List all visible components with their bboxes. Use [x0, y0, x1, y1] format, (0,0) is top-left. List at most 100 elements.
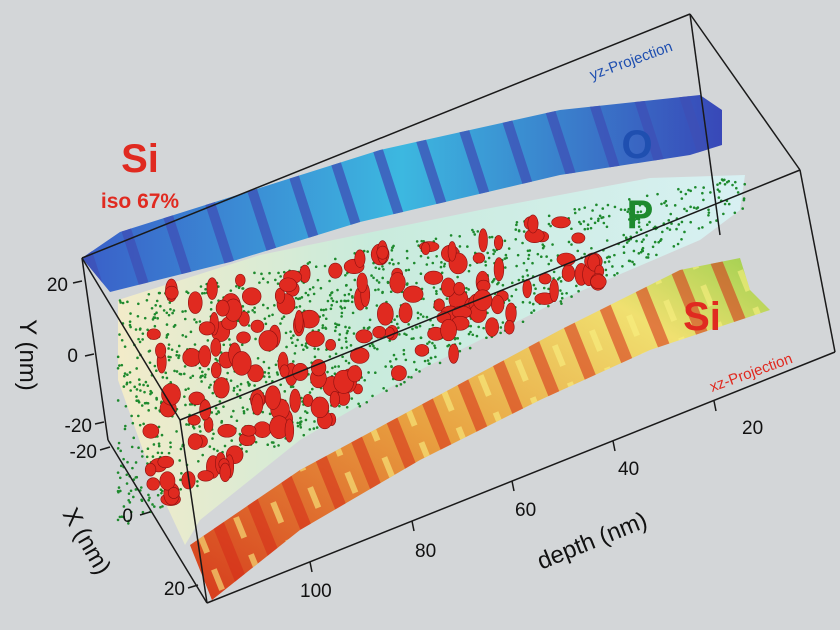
phosphorus-atom: [582, 220, 586, 223]
phosphorus-atom: [492, 252, 495, 256]
phosphorus-atom: [496, 282, 499, 286]
phosphorus-atom: [184, 309, 187, 313]
phosphorus-atom: [419, 313, 423, 316]
phosphorus-atom: [300, 343, 304, 347]
phosphorus-atom: [129, 389, 132, 392]
phosphorus-atom: [331, 299, 335, 303]
phosphorus-atom: [296, 424, 300, 428]
phosphorus-atom: [743, 182, 747, 186]
phosphorus-atom: [117, 441, 121, 445]
phosphorus-atom: [632, 263, 636, 266]
phosphorus-atom: [146, 328, 149, 332]
phosphorus-atom: [405, 256, 409, 260]
phosphorus-atom: [201, 453, 205, 457]
phosphorus-atom: [169, 445, 172, 449]
phosphorus-atom: [175, 353, 178, 357]
phosphorus-atom: [192, 426, 196, 430]
phosphorus-atom: [183, 395, 186, 398]
phosphorus-atom: [344, 359, 348, 363]
phosphorus-atom: [246, 380, 250, 384]
phosphorus-atom: [300, 396, 303, 400]
silicon-nanocrystal: [274, 287, 286, 304]
silicon-nanocrystal: [265, 385, 281, 410]
phosphorus-atom: [196, 484, 199, 488]
phosphorus-atom: [185, 423, 188, 426]
phosphorus-atom: [285, 345, 288, 349]
phosphorus-atom: [547, 222, 551, 226]
phosphorus-atom: [439, 265, 443, 269]
phosphorus-atom: [522, 230, 526, 233]
phosphorus-atom: [238, 388, 242, 392]
phosphorus-atom: [116, 518, 120, 522]
phosphorus-atom: [232, 409, 235, 413]
phosphorus-atom: [381, 291, 384, 295]
phosphorus-atom: [637, 252, 641, 255]
phosphorus-atom: [306, 293, 310, 297]
phosphorus-atom: [606, 203, 610, 207]
phosphorus-atom: [157, 425, 161, 429]
phosphorus-atom: [410, 376, 413, 379]
phosphorus-atom: [541, 243, 545, 246]
phosphorus-atom: [201, 370, 204, 374]
phosphorus-atom: [631, 260, 634, 264]
phosphorus-atom: [239, 396, 242, 400]
phosphorus-atom: [132, 495, 135, 499]
phosphorus-atom: [421, 315, 425, 318]
phosphorus-atom: [393, 318, 396, 321]
phosphorus-atom: [162, 309, 166, 312]
phosphorus-atom: [385, 389, 388, 393]
phosphorus-atom: [527, 253, 531, 257]
silicon-nanocrystal: [241, 287, 262, 306]
phosphorus-atom: [467, 288, 470, 291]
phosphorus-atom: [679, 190, 683, 194]
phosphorus-atom: [589, 226, 593, 230]
phosphorus-atom: [264, 322, 268, 326]
phosphorus-atom: [197, 459, 200, 463]
phosphorus-atom: [517, 278, 521, 282]
phosphorus-atom: [637, 221, 641, 224]
phosphorus-atom: [603, 260, 607, 264]
phosphorus-atom: [291, 360, 295, 363]
phosphorus-atom: [142, 383, 145, 387]
phosphorus-atom: [246, 408, 249, 411]
phosphorus-atom: [458, 349, 462, 353]
phosphorus-atom: [171, 311, 174, 315]
phosphorus-atom: [315, 426, 319, 429]
phosphorus-atom: [134, 328, 138, 331]
phosphorus-atom: [187, 387, 190, 390]
phosphorus-atom: [273, 445, 276, 448]
silicon-nanocrystal: [329, 390, 340, 408]
phosphorus-atom: [723, 202, 727, 206]
phosphorus-atom: [515, 264, 518, 268]
silicon-nanocrystal: [146, 477, 160, 491]
phosphorus-atom: [146, 447, 150, 451]
silicon-nanocrystal: [398, 302, 413, 324]
phosphorus-atom: [158, 291, 162, 295]
phosphorus-atom: [375, 279, 379, 282]
phosphorus-atom: [212, 447, 216, 451]
phosphorus-atom: [727, 202, 731, 206]
phosphorus-atom: [230, 415, 233, 418]
phosphorus-atom: [415, 281, 418, 285]
phosphorus-atom: [223, 444, 227, 448]
phosphorus-atom: [333, 329, 337, 333]
phosphorus-atom: [419, 272, 423, 276]
phosphorus-atom: [160, 489, 164, 493]
phosphorus-atom: [579, 222, 583, 226]
phosphorus-atom: [675, 227, 678, 231]
phosphorus-atom: [184, 403, 187, 407]
phosphorus-atom: [137, 446, 140, 450]
silicon-nanocrystal: [527, 214, 539, 234]
phosphorus-atom: [179, 487, 183, 491]
phosphorus-atom: [138, 423, 142, 427]
phosphorus-atom: [573, 211, 577, 215]
si-iso-title: Si: [121, 137, 159, 181]
phosphorus-atom: [526, 274, 530, 277]
phosphorus-atom: [186, 291, 190, 295]
silicon-nanocrystal: [188, 391, 205, 406]
phosphorus-atom: [256, 357, 260, 360]
depth-tick: 80: [415, 541, 436, 562]
phosphorus-atom: [458, 234, 462, 238]
phosphorus-atom: [353, 278, 357, 282]
